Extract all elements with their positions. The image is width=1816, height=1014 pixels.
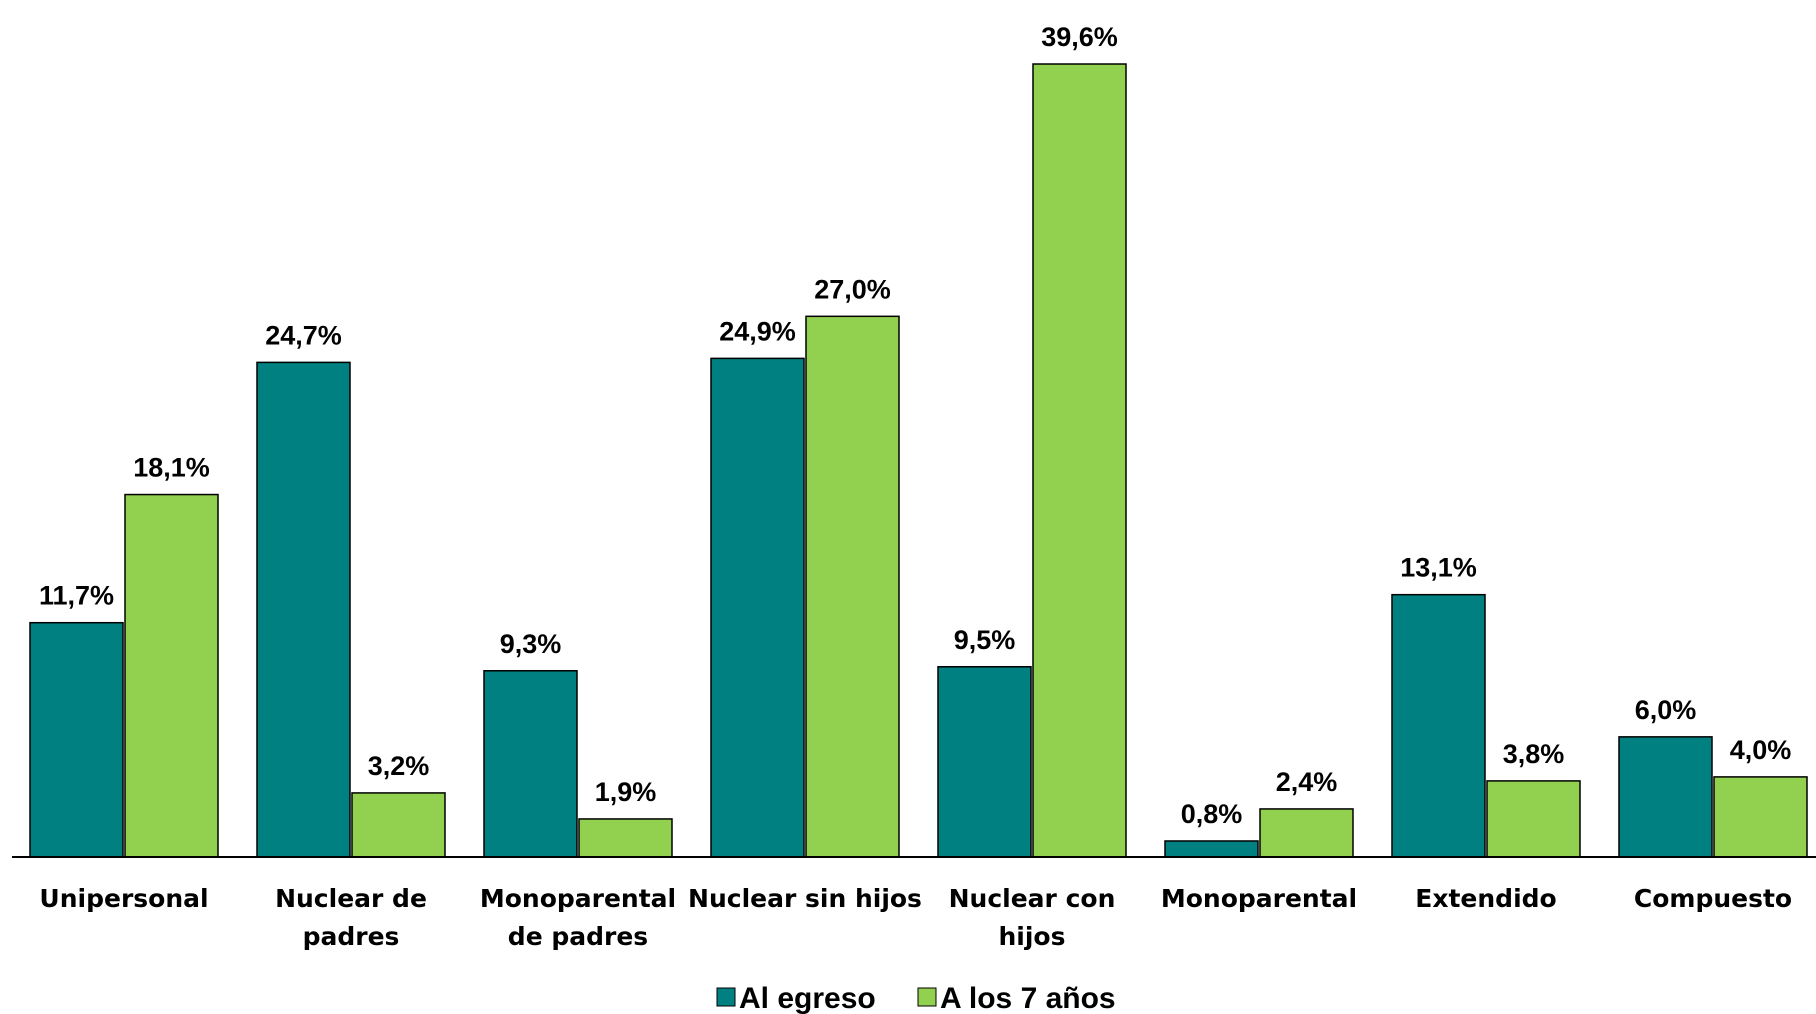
category-label: Unipersonal: [39, 884, 208, 913]
bar-a-los-7-anos-5: [1259, 808, 1354, 858]
bar-a-los-7-anos-6: [1486, 780, 1581, 858]
bar-a-los-7-anos-4: [1032, 63, 1127, 858]
data-label: 18,1%: [133, 453, 210, 483]
data-label: 0,8%: [1181, 799, 1243, 829]
category-label: Extendido: [1415, 884, 1556, 913]
data-label: 13,1%: [1400, 553, 1477, 583]
category-label: de padres: [508, 922, 648, 951]
data-label: 9,3%: [500, 629, 562, 659]
bar-al-egreso-2: [483, 670, 578, 858]
bar-al-egreso-7: [1618, 736, 1713, 858]
data-label: 9,5%: [954, 625, 1016, 655]
category-label: Nuclear sin hijos: [688, 884, 922, 913]
bar-a-los-7-anos-7: [1713, 776, 1808, 858]
data-label: 24,7%: [265, 320, 342, 350]
value-labels-group: 11,7% 18,1% 24,7% 3,2% 9,3% 1,9% 24,9% 27,0% 9,5…: [39, 22, 1791, 829]
bar-al-egreso-5: [1164, 840, 1259, 858]
data-label: 3,8%: [1503, 739, 1565, 769]
category-label: Monoparental: [1161, 884, 1357, 913]
data-label: 11,7%: [39, 581, 114, 611]
bar-al-egreso-3: [710, 357, 805, 858]
category-label: Nuclear de: [275, 884, 427, 913]
bar-a-los-7-anos-3: [805, 315, 900, 858]
bar-al-egreso-4: [937, 666, 1032, 858]
bar-al-egreso-1: [256, 361, 351, 858]
bar-a-los-7-anos-2: [578, 818, 673, 858]
category-label: Compuesto: [1634, 884, 1792, 913]
bar-a-los-7-anos-0: [124, 493, 219, 858]
bar-al-egreso-0: [29, 621, 124, 858]
legend-swatch-al-egreso: [716, 987, 736, 1007]
data-label: 24,9%: [719, 316, 796, 346]
legend-label-al-egreso: Al egreso: [739, 982, 876, 1014]
category-label: padres: [303, 922, 400, 951]
bar-a-los-7-anos-1: [351, 792, 446, 858]
category-labels-group: Unipersonal Nuclear de padres Monoparental d…: [39, 884, 1792, 951]
bar-al-egreso-6: [1391, 593, 1486, 858]
data-label: 1,9%: [595, 777, 657, 807]
data-label: 6,0%: [1635, 695, 1697, 725]
data-label: 3,2%: [368, 751, 430, 781]
data-label: 4,0%: [1730, 735, 1792, 765]
legend-label-a-los-7-anos: A los 7 años: [940, 982, 1116, 1014]
data-label: 2,4%: [1276, 767, 1338, 797]
legend: Al egreso A los 7 años: [716, 982, 1116, 1014]
category-label: Monoparental: [480, 884, 676, 913]
legend-swatch-a-los-7-anos: [917, 987, 937, 1007]
data-label: 39,6%: [1041, 22, 1118, 52]
bars-group: [29, 63, 1808, 858]
data-label: 27,0%: [814, 274, 891, 304]
category-label: hijos: [999, 922, 1066, 951]
category-label: Nuclear con: [949, 884, 1116, 913]
